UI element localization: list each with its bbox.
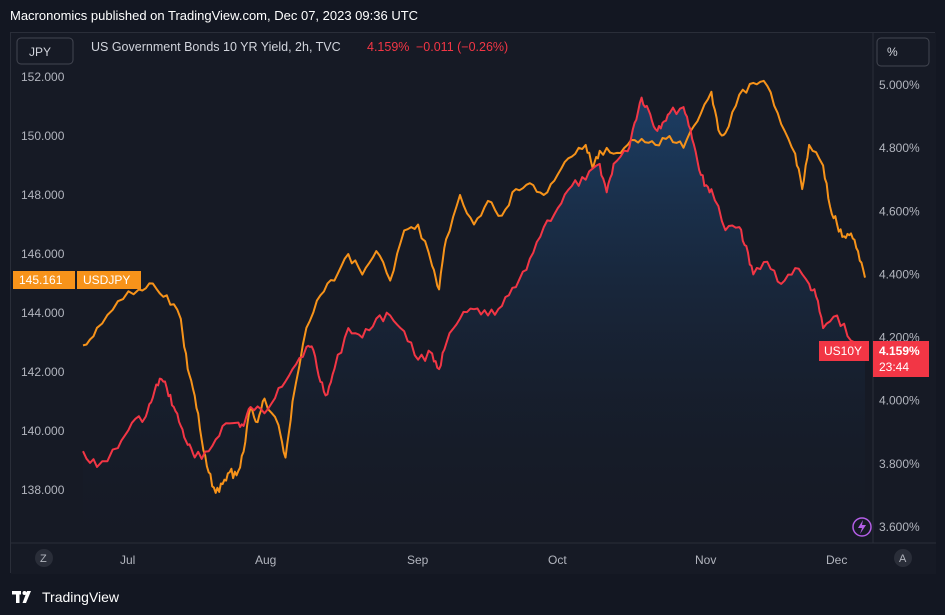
auto-scale-button[interactable] [894,549,912,567]
x-axis-tick-label: Oct [548,553,567,567]
left-axis-tick-label: 140.000 [21,424,65,438]
auto-scale-label: A [899,553,907,565]
usdjpy-name-tag [77,271,141,289]
publisher-text: Macronomics published on TradingView.com… [10,8,419,23]
right-axis-panel [873,33,936,543]
percent-unit-label: % [887,45,898,59]
publisher-header: Macronomics published on TradingView.com… [0,0,945,32]
x-axis-tick-label: Jul [120,553,135,567]
lightning-icon[interactable] [852,517,872,537]
x-axis-tick-label: Aug [255,553,276,567]
jpy-unit-button[interactable] [16,37,74,65]
left-axis-tick-label: 150.000 [21,129,65,143]
zoom-reset-label: Z [40,553,47,565]
us10y-name-tag [819,341,869,361]
x-axis-tick-label: Nov [695,553,716,567]
usdjpy-price-value: 145.161 [19,273,63,287]
chart-canvas[interactable]: 152.000 150.000 148.000 146.000 144.000 142.0… [11,33,936,574]
tradingview-logo-icon [12,590,31,603]
right-axis-tick-label: 4.000% [879,394,920,408]
left-axis-tick-label: 142.000 [21,365,65,379]
percent-unit-button[interactable] [876,37,930,67]
chart-frame: 152.000 150.000 148.000 146.000 144.000 142.0… [10,32,936,574]
right-axis-tick-label: 4.800% [879,141,920,155]
left-axis-tick-label: 148.000 [21,188,65,202]
left-axis-tick-label: 152.000 [21,70,65,84]
right-axis-tick-label: 5.000% [879,78,920,92]
left-axis-tick-label: 144.000 [21,306,65,320]
footer: TradingView [0,578,945,615]
legend-change: −0.011 (−0.26%) [416,40,508,54]
left-axis-tick-label: 138.000 [21,483,65,497]
right-axis-tick-label: 3.800% [879,457,920,471]
lightning-bolt-glyph [858,520,866,534]
x-axis-tick-label: Dec [826,553,847,567]
x-axis-tick-label: Sep [407,553,429,567]
usdjpy-price-tag [13,271,75,289]
right-axis-tick-label: 4.600% [879,204,920,218]
right-axis-tick-label: 3.600% [879,520,920,534]
us10y-price-tag [873,341,929,377]
usdjpy-name-label: USDJPY [83,273,130,287]
us10y-name-label: US10Y [824,344,862,358]
us10y-series-line[interactable] [82,96,866,468]
us10y-price-value: 4.159% [879,344,920,358]
jpy-unit-label: JPY [29,45,51,59]
chart-title: US Government Bonds 10 YR Yield, 2h, TVC [91,40,341,54]
left-axis-tick-label: 146.000 [21,247,65,261]
zoom-reset-button[interactable] [35,549,53,567]
right-axis-tick-label: 4.400% [879,267,920,281]
usdjpy-series-line[interactable] [82,79,866,494]
brand-text: TradingView [42,588,120,605]
us10y-area-fill [83,97,865,543]
us10y-countdown: 23:44 [879,360,909,374]
legend-last-value: 4.159% [367,40,409,54]
